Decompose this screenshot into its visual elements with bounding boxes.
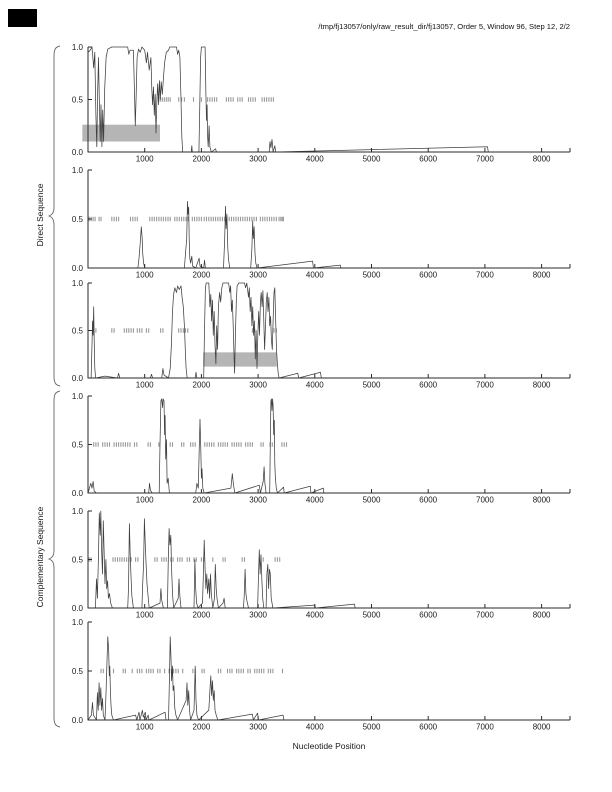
- x-tick-label: 5000: [363, 611, 381, 620]
- x-tick-label: 1000: [136, 723, 154, 732]
- coding-region-bar: [82, 124, 161, 142]
- y-tick-label: 0.0: [72, 264, 84, 273]
- panel-axes: [87, 622, 570, 721]
- x-tick-label: 6000: [419, 271, 437, 280]
- x-tick-label: 3000: [249, 496, 267, 505]
- half-level-marks: [100, 668, 284, 674]
- x-tick-label: 7000: [476, 381, 494, 390]
- x-tick-label: 2000: [193, 271, 211, 280]
- y-tick-label: 1.0: [72, 618, 84, 627]
- probability-curve: [87, 636, 570, 721]
- y-tick-label: 0.5: [72, 95, 84, 104]
- y-tick-label: 0.0: [72, 489, 84, 498]
- complementary-brace: [47, 390, 61, 728]
- probability-curve: [87, 46, 570, 153]
- x-tick-label: 8000: [533, 611, 551, 620]
- coding-region-bar: [203, 352, 277, 367]
- y-tick-label: 0.0: [72, 148, 84, 157]
- x-tick-label: 3000: [249, 271, 267, 280]
- x-tick-label: 4000: [306, 611, 324, 620]
- probability-curve: [88, 510, 570, 609]
- x-tick-label: 5000: [363, 155, 381, 164]
- panel-direct-1: 0.0 0.5 1.0 1000 2000 3000 4000 5000 6000 7000 800…: [72, 43, 571, 164]
- x-tick-label: 2000: [193, 155, 211, 164]
- x-tick-label: 5000: [363, 381, 381, 390]
- plot-title: /tmp/fj13057/only/raw_result_dir/fj13057…: [318, 22, 570, 31]
- panel-axes: [87, 170, 570, 269]
- y-tick-label: 0.0: [72, 716, 84, 725]
- panel-complementary-1: 0.0 0.5 1.0 1000 2000 3000 4000 5000 6000 7000 800…: [72, 392, 571, 505]
- panel-complementary-2: 0.0 0.5 1.0 1000 2000 3000 4000 5000 6000 7000 800…: [72, 507, 571, 620]
- x-tick-label: 2000: [193, 723, 211, 732]
- y-tick-label: 0.0: [72, 374, 84, 383]
- x-tick-label: 6000: [419, 155, 437, 164]
- probability-curve: [88, 201, 570, 269]
- direct-brace: [47, 45, 61, 387]
- y-tick-label: 1.0: [72, 392, 84, 401]
- x-tick-label: 3000: [249, 723, 267, 732]
- x-tick-label: 1000: [136, 496, 154, 505]
- panel-axes: [87, 396, 570, 494]
- x-tick-label: 5000: [363, 723, 381, 732]
- y-tick-label: 0.5: [72, 667, 84, 676]
- x-tick-label: 4000: [306, 155, 324, 164]
- x-tick-label: 8000: [533, 155, 551, 164]
- panel-axes: [87, 511, 570, 609]
- y-tick-label: 1.0: [72, 166, 84, 175]
- x-tick-label: 8000: [533, 496, 551, 505]
- x-tick-label: 6000: [419, 611, 437, 620]
- x-tick-label: 2000: [193, 381, 211, 390]
- panel-complementary-3: 0.0 0.5 1.0 1000 2000 3000 4000 5000 6000 7000 800…: [72, 618, 571, 732]
- y-tick-label: 0.5: [72, 555, 84, 564]
- probability-curve: [87, 398, 570, 494]
- x-tick-label: 2000: [193, 611, 211, 620]
- x-axis-title: Nucleotide Position: [293, 741, 366, 751]
- panel-direct-2: 0.0 0.5 1.0 1000 2000 3000 4000 5000 6000 7000 800…: [72, 166, 571, 280]
- corner-mark: [8, 9, 37, 27]
- y-tick-label: 1.0: [72, 279, 84, 288]
- half-level-marks: [157, 97, 274, 102]
- y-tick-label: 0.5: [72, 440, 84, 449]
- y-tick-label: 0.5: [72, 326, 84, 335]
- x-tick-label: 6000: [419, 381, 437, 390]
- x-tick-label: 7000: [476, 155, 494, 164]
- x-tick-label: 1000: [136, 611, 154, 620]
- x-tick-label: 3000: [249, 155, 267, 164]
- x-tick-label: 8000: [533, 271, 551, 280]
- half-level-marks: [88, 216, 284, 222]
- x-tick-label: 7000: [476, 271, 494, 280]
- x-tick-label: 4000: [306, 381, 324, 390]
- x-tick-label: 5000: [363, 271, 381, 280]
- y-tick-label: 1.0: [72, 507, 84, 516]
- x-tick-label: 7000: [476, 723, 494, 732]
- panel-axes: [87, 283, 570, 379]
- half-level-marks: [88, 557, 281, 562]
- x-tick-label: 6000: [419, 496, 437, 505]
- panel-direct-3: 0.0 0.5 1.0 1000 2000 3000 4000 5000 6000 7000 800…: [72, 279, 571, 390]
- x-tick-label: 5000: [363, 496, 381, 505]
- x-tick-label: 6000: [419, 723, 437, 732]
- x-tick-label: 7000: [476, 496, 494, 505]
- x-tick-label: 1000: [136, 271, 154, 280]
- x-tick-label: 7000: [476, 611, 494, 620]
- y-tick-label: 0.0: [72, 604, 84, 613]
- y-tick-label: 1.0: [72, 43, 84, 52]
- x-tick-label: 8000: [533, 381, 551, 390]
- x-tick-label: 3000: [249, 381, 267, 390]
- x-tick-label: 1000: [136, 381, 154, 390]
- x-tick-label: 4000: [306, 496, 324, 505]
- x-tick-label: 3000: [249, 611, 267, 620]
- x-tick-label: 1000: [136, 155, 154, 164]
- x-tick-label: 8000: [533, 723, 551, 732]
- x-tick-label: 2000: [193, 496, 211, 505]
- y-tick-label: 0.5: [72, 215, 84, 224]
- x-tick-label: 4000: [306, 723, 324, 732]
- half-level-marks: [93, 442, 288, 447]
- x-tick-label: 4000: [306, 271, 324, 280]
- panel-axes: [87, 47, 570, 153]
